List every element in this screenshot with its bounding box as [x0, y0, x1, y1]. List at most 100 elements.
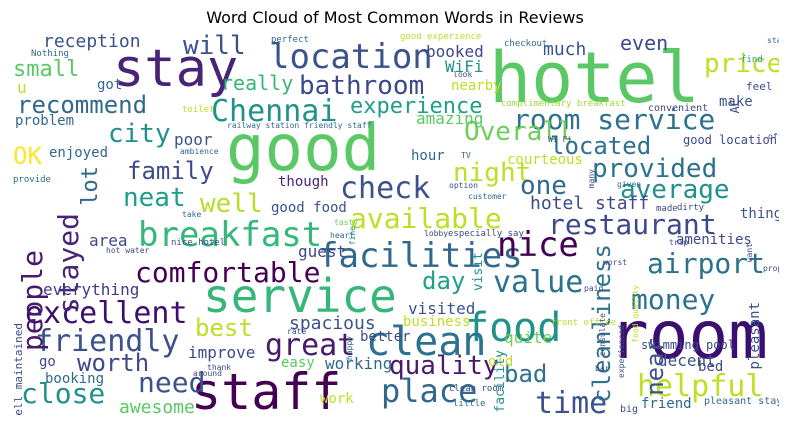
word-helpful: helpful [637, 369, 764, 404]
word-courteous: courteous [507, 152, 583, 168]
word-booked: booked [426, 42, 484, 61]
word-restaurant: restaurant [548, 208, 717, 241]
word-ok: OK [13, 142, 42, 170]
word-convenient: convenient [648, 103, 709, 114]
word-wi-fi: Wi Fi [548, 135, 573, 144]
word-bathroom: bathroom [299, 71, 425, 101]
word-worst: worst [603, 258, 628, 267]
word-room: room [609, 297, 768, 374]
word-though: though [278, 174, 329, 190]
word-trip: trip [669, 238, 689, 247]
word-area: area [89, 231, 128, 250]
word-money: money [631, 283, 716, 316]
word-clean: clean [366, 319, 487, 365]
word-chennai: Chennai [211, 94, 338, 129]
word-place: place [381, 372, 478, 410]
word-big: big [620, 404, 639, 415]
word-bad: bad [504, 360, 548, 388]
word-average: average [620, 175, 730, 205]
word-room-service: room service [513, 103, 716, 136]
word-cloud: hotel good room stay service staff food clean lo… [13, 33, 779, 415]
word-great: great [265, 328, 356, 363]
word-tasty: tasty [334, 218, 359, 227]
word-clean-room: clean room [449, 384, 504, 394]
word-easy: easy [281, 355, 315, 371]
word-many: many [587, 169, 596, 189]
word-facility: facility [493, 350, 508, 413]
word-experience: experience [350, 94, 483, 119]
word-thing: thing [740, 206, 779, 222]
word-located: located [550, 132, 652, 160]
word-decent: decent [658, 351, 716, 370]
word-lobby: lobby [424, 229, 449, 238]
word-checkout: checkout [504, 39, 548, 49]
word-go: go [39, 354, 56, 370]
word-heart: heart [330, 231, 355, 240]
word-one: one [520, 171, 567, 201]
word-comfortable: comfortable [135, 256, 321, 289]
word-stay: stay [113, 39, 239, 99]
word-staff: staff [191, 363, 342, 415]
word-hour: hour [411, 148, 445, 164]
word-quality: quality [389, 351, 499, 381]
word-service: service [203, 269, 397, 323]
word-friend: friend [641, 396, 692, 412]
word-visited: visited [408, 299, 476, 318]
word-available: available [350, 202, 502, 235]
word-amenities: amenities [676, 232, 752, 248]
word-airport: airport [647, 247, 766, 280]
word-need: need [138, 366, 206, 399]
word-want: want [745, 243, 754, 263]
word-make: make [719, 94, 753, 110]
word-well: well [200, 189, 263, 219]
word-amazing: amazing [416, 109, 484, 128]
word-facilities: facilities [318, 236, 523, 276]
word-thank: thank [207, 363, 232, 372]
word-option: option [449, 181, 478, 190]
word-hotel-staff: hotel staff [530, 193, 650, 214]
word-got: got [97, 77, 123, 93]
word-much: much [543, 39, 587, 60]
word-overall: Overall [464, 117, 574, 147]
word-tv: TV [461, 151, 471, 160]
word-nice-hotel: nice hotel [171, 238, 226, 248]
word-visit: visit [471, 252, 486, 292]
word-old: old [488, 354, 514, 370]
word-recommend: recommend [17, 91, 148, 119]
word-made: made [656, 204, 678, 214]
word-location: location [269, 37, 433, 77]
word-customer: customer [468, 192, 507, 201]
word-check: check [340, 171, 431, 206]
word-breakfast: breakfast [138, 215, 323, 255]
word-ambience: ambience [180, 147, 219, 156]
word-hot-water: hot water [106, 246, 150, 255]
word-will: will [183, 33, 246, 61]
word-guest: guest [298, 242, 347, 261]
word-experienced: experienced [617, 325, 626, 378]
word-nice: nice [497, 225, 579, 265]
word-even: even [620, 33, 669, 55]
word-nearby: nearby [451, 78, 502, 94]
word-excellent: excellent [25, 296, 188, 331]
word-everything: everything [43, 280, 140, 299]
word-feel: feel [746, 80, 773, 93]
word-spacious: spacious [289, 313, 376, 334]
word-food: food [465, 305, 562, 351]
word-toilet: toilet [182, 105, 215, 115]
word-property: property [763, 264, 779, 273]
word-pleasant: pleasant [747, 302, 763, 370]
word-provide: provide [13, 175, 51, 185]
word-given: given [617, 180, 642, 189]
word-take: take [182, 210, 202, 219]
word-night: night [453, 158, 532, 188]
word-fine: fine [348, 226, 357, 246]
word-city: city [108, 119, 171, 149]
word-rate: rate [287, 327, 307, 336]
word-nothing: Nothing [31, 49, 69, 59]
word-dirty: dirty [677, 203, 705, 213]
word-better: better [360, 329, 411, 345]
word-family: family [127, 157, 214, 185]
word-quite: quite [504, 328, 553, 347]
word-really: really [221, 71, 294, 95]
word-front-office: front office [551, 318, 617, 328]
